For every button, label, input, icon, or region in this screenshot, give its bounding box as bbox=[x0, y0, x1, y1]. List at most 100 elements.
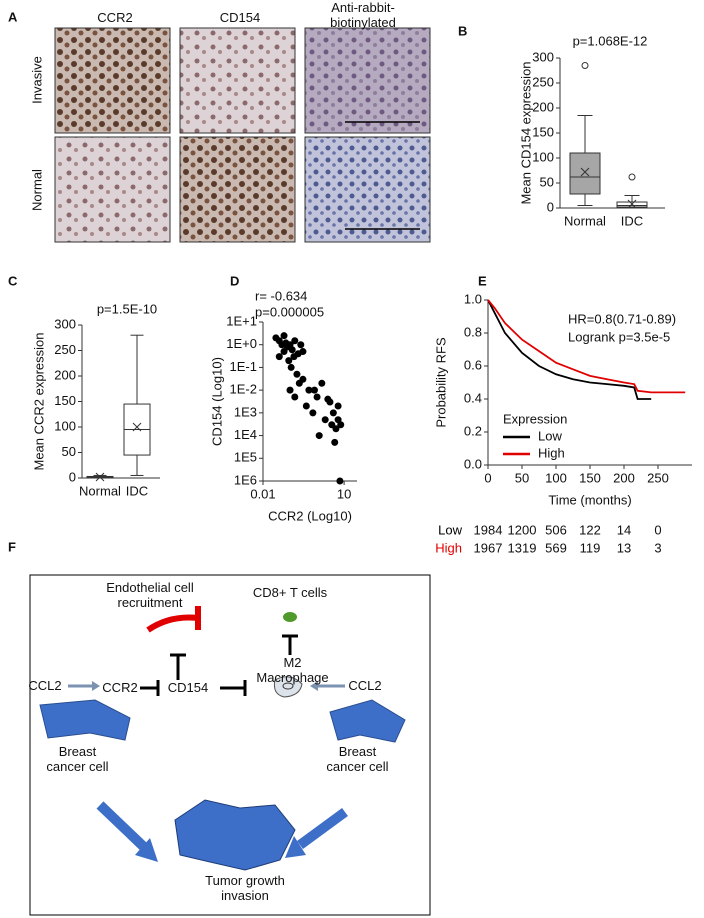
t-cell bbox=[283, 612, 297, 622]
column-label: Anti-rabbit-biotinylated bbox=[330, 0, 396, 30]
point bbox=[305, 386, 313, 394]
diagram-label: Tumor growth invasion bbox=[205, 873, 285, 903]
point bbox=[336, 477, 344, 485]
micrograph bbox=[304, 136, 431, 243]
risk-count: 1984 bbox=[474, 522, 503, 537]
point bbox=[287, 363, 295, 371]
point bbox=[315, 432, 323, 440]
chart-title: r= -0.634 bbox=[255, 288, 307, 303]
x-tick-label: Normal bbox=[564, 213, 606, 228]
macrophage-nucleus bbox=[282, 682, 294, 690]
y-tick-label: 1E4 bbox=[234, 427, 257, 442]
point bbox=[288, 346, 296, 354]
y-tick-label: 300 bbox=[54, 316, 76, 331]
x-tick-label: 150 bbox=[579, 470, 601, 485]
risk-row-label: Low bbox=[438, 522, 462, 537]
legend-title: Expression bbox=[503, 411, 567, 426]
annotation: Logrank p=3.5e-5 bbox=[568, 329, 670, 344]
panel-letter: E bbox=[478, 273, 487, 288]
arrow-head bbox=[310, 681, 318, 691]
y-tick-label: 0 bbox=[69, 469, 76, 484]
point bbox=[313, 393, 321, 401]
column-label: CCR2 bbox=[97, 10, 133, 25]
legend-label: Low bbox=[538, 428, 562, 443]
arrow bbox=[96, 801, 149, 852]
y-tick-label: 0.4 bbox=[464, 390, 482, 405]
y-tick-label: 0.8 bbox=[464, 324, 482, 339]
risk-count: 1319 bbox=[508, 540, 537, 555]
outlier bbox=[581, 62, 589, 69]
diagram-label: CCR2 bbox=[102, 680, 138, 695]
inhibit-curve bbox=[146, 614, 199, 633]
point bbox=[291, 337, 299, 345]
diagram-label: M2 Macrophage bbox=[256, 655, 329, 685]
x-tick-label: 200 bbox=[613, 470, 635, 485]
diagram-label: Breast cancer cell bbox=[46, 744, 109, 774]
point bbox=[318, 379, 326, 387]
y-tick-label: 1E+0 bbox=[226, 336, 257, 351]
outlier bbox=[628, 173, 636, 181]
risk-count: 13 bbox=[617, 540, 631, 555]
panel-letter: B bbox=[458, 23, 467, 38]
y-tick-label: 1E-2 bbox=[230, 382, 257, 397]
y-tick-label: 0.2 bbox=[464, 423, 482, 438]
point bbox=[337, 421, 345, 429]
chart-subtitle: p=0.000005 bbox=[255, 304, 324, 319]
survival-curve bbox=[487, 299, 652, 400]
x-axis-label: CCR2 (Log10) bbox=[268, 508, 352, 523]
point bbox=[328, 421, 336, 429]
point bbox=[291, 393, 299, 401]
y-axis-label: CD154 (Log10) bbox=[209, 357, 224, 446]
risk-count: 119 bbox=[580, 540, 601, 555]
x-tick-label: IDC bbox=[621, 213, 643, 228]
cancer-cell bbox=[329, 699, 406, 743]
chart-title: p=1.5E-10 bbox=[97, 301, 157, 316]
diagram-label: CD8+ T cells bbox=[252, 585, 328, 600]
panel-letter: A bbox=[8, 9, 18, 24]
point bbox=[285, 357, 293, 365]
diagram-label: CCL2 bbox=[28, 678, 62, 693]
point bbox=[297, 341, 305, 349]
diagram-frame bbox=[29, 574, 431, 916]
x-tick-label: 100 bbox=[545, 470, 567, 485]
row-label: Normal bbox=[29, 169, 44, 211]
y-tick-label: 200 bbox=[54, 367, 76, 382]
y-tick-label: 1E-1 bbox=[230, 359, 257, 374]
y-tick-label: 50 bbox=[540, 174, 554, 189]
panel-letter: C bbox=[8, 273, 18, 288]
point bbox=[275, 353, 283, 361]
y-tick-label: 150 bbox=[532, 124, 554, 139]
point bbox=[334, 402, 342, 410]
risk-count: 506 bbox=[545, 522, 567, 537]
x-axis-label: Time (months) bbox=[548, 492, 631, 507]
risk-count: 122 bbox=[579, 522, 601, 537]
x-tick-label: 10 bbox=[337, 486, 351, 501]
risk-count: 569 bbox=[545, 540, 567, 555]
micrograph bbox=[179, 27, 296, 134]
x-tick-label: IDC bbox=[126, 483, 148, 498]
mean-marker bbox=[95, 472, 105, 482]
diagram-label: CCL2 bbox=[348, 678, 382, 693]
mean-marker bbox=[627, 199, 637, 209]
point bbox=[310, 386, 318, 394]
x-tick-label: 50 bbox=[515, 470, 529, 485]
micrograph bbox=[54, 27, 171, 134]
point bbox=[321, 416, 329, 424]
point bbox=[299, 348, 307, 356]
point bbox=[329, 409, 337, 417]
point bbox=[324, 395, 332, 403]
chart-title: p=1.068E-12 bbox=[573, 33, 648, 48]
risk-count: 14 bbox=[617, 522, 631, 537]
risk-count: 1200 bbox=[508, 522, 537, 537]
micrograph bbox=[54, 136, 171, 243]
y-tick-label: 1E3 bbox=[234, 404, 257, 419]
legend-label: High bbox=[538, 445, 565, 460]
point bbox=[331, 438, 339, 446]
y-tick-label: 0.6 bbox=[464, 357, 482, 372]
y-tick-label: 1E6 bbox=[234, 472, 257, 487]
y-tick-label: 1.0 bbox=[464, 291, 482, 306]
risk-count: 0 bbox=[654, 522, 661, 537]
row-label: Invasive bbox=[29, 56, 44, 104]
